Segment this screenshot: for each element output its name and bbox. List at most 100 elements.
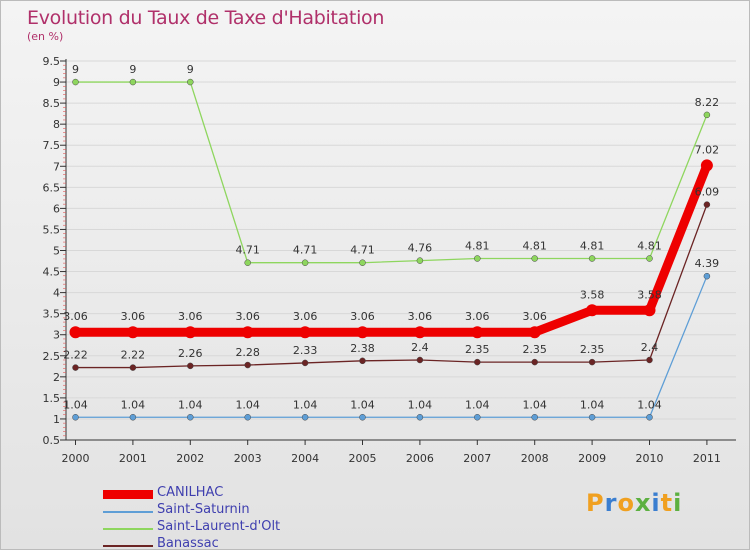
data-label: 3.06 xyxy=(408,310,433,323)
y-tick-label: 0.5 xyxy=(43,434,61,447)
y-tick-label: 9.5 xyxy=(43,55,61,68)
x-tick-label: 2002 xyxy=(176,452,204,465)
data-point xyxy=(126,326,139,339)
y-tick-label: 7.5 xyxy=(43,139,61,152)
data-label: 2.35 xyxy=(580,343,605,356)
y-tick-label: 2.5 xyxy=(43,350,61,363)
series-line-1 xyxy=(75,275,708,418)
y-tick-label: 3.5 xyxy=(43,308,61,321)
y-tick-label: 6.5 xyxy=(43,181,61,194)
logo-letter: r xyxy=(604,489,618,517)
data-label: 3.06 xyxy=(121,310,146,323)
data-label: 3.06 xyxy=(235,310,260,323)
y-tick-label: 8.5 xyxy=(43,97,61,110)
data-point xyxy=(129,414,137,421)
data-point xyxy=(244,361,251,369)
x-tick-label: 2001 xyxy=(119,452,147,465)
legend-label-banassac: Banassac xyxy=(157,536,219,551)
data-point xyxy=(244,414,251,421)
data-label: 3.06 xyxy=(63,310,88,323)
data-label: 4.76 xyxy=(408,242,433,255)
logo-letter: x xyxy=(634,489,652,517)
data-label: 4.71 xyxy=(350,244,375,257)
data-point xyxy=(184,326,197,339)
logo-letter: t xyxy=(660,489,674,517)
logo-letter: i xyxy=(673,489,683,517)
data-label: 8.22 xyxy=(695,96,720,109)
x-tick-label: 2009 xyxy=(578,452,606,465)
data-point xyxy=(643,304,656,317)
y-tick-label: 2 xyxy=(53,371,60,384)
data-point xyxy=(301,414,309,421)
data-label: 9 xyxy=(129,63,136,76)
data-label: 3.58 xyxy=(637,288,662,301)
data-point xyxy=(646,255,653,262)
y-tick-label: 4 xyxy=(53,287,60,300)
data-label: 3.06 xyxy=(178,310,203,323)
data-label: 1.04 xyxy=(580,398,605,411)
data-point xyxy=(129,364,137,371)
series-line-0 xyxy=(75,163,712,337)
y-tick-label: 6 xyxy=(53,202,60,215)
logo-letter: o xyxy=(617,489,635,517)
x-tick-label: 2005 xyxy=(349,452,377,465)
x-tick-label: 2003 xyxy=(234,452,262,465)
data-label: 1.04 xyxy=(293,398,318,411)
data-label: 1.04 xyxy=(522,398,547,411)
y-axis-unit-label: (en %) xyxy=(27,30,64,43)
data-label: 1.04 xyxy=(178,398,203,411)
y-tick-label: 7 xyxy=(53,160,60,173)
data-label: 2.33 xyxy=(293,344,318,357)
y-tick-label: 4.5 xyxy=(43,266,61,279)
legend-swatch-saint-laurent xyxy=(103,528,153,530)
data-label: 4.71 xyxy=(293,244,318,257)
data-point xyxy=(416,356,424,364)
data-label: 2.4 xyxy=(641,341,659,354)
data-point xyxy=(703,272,711,280)
x-tick-label: 2010 xyxy=(636,452,664,465)
data-point xyxy=(187,414,194,421)
data-point xyxy=(588,358,596,366)
data-label: 1.04 xyxy=(465,398,490,411)
data-label: 1.04 xyxy=(235,398,260,411)
data-label: 2.4 xyxy=(411,341,429,354)
x-tick-label: 2000 xyxy=(62,452,90,465)
data-point xyxy=(359,357,366,365)
data-label: 3.06 xyxy=(522,310,547,323)
data-point xyxy=(72,364,79,371)
data-point xyxy=(588,255,596,262)
data-label: 9 xyxy=(72,63,79,76)
data-point xyxy=(72,78,79,86)
data-label: 4.81 xyxy=(637,240,662,253)
data-label: 4.39 xyxy=(695,257,720,270)
data-point xyxy=(474,414,481,421)
data-label: 3.06 xyxy=(293,310,318,323)
x-tick-label: 2007 xyxy=(463,452,491,465)
series-line-3 xyxy=(75,204,708,369)
data-label: 6.09 xyxy=(695,186,720,199)
data-point xyxy=(646,356,653,364)
x-tick-label: 2008 xyxy=(521,452,549,465)
legend-label-saint-laurent: Saint-Laurent-d'Olt xyxy=(157,519,281,534)
data-point xyxy=(588,414,596,421)
data-label: 7.02 xyxy=(695,143,720,156)
data-point xyxy=(187,362,194,370)
y-tick-label: 5.5 xyxy=(43,223,61,236)
data-point xyxy=(531,414,538,421)
data-point xyxy=(703,111,711,119)
data-point xyxy=(187,78,194,86)
data-label: 2.38 xyxy=(350,342,375,355)
data-label: 1.04 xyxy=(408,398,433,411)
y-tick-label: 1 xyxy=(53,413,60,426)
data-point xyxy=(359,414,366,421)
data-point xyxy=(299,326,312,339)
data-point xyxy=(531,358,538,366)
data-point xyxy=(129,78,137,86)
data-point xyxy=(471,326,484,339)
y-tick-label: 9 xyxy=(53,76,60,89)
y-tick-label: 1.5 xyxy=(43,392,61,405)
data-point xyxy=(700,159,713,172)
data-label: 2.22 xyxy=(121,349,146,362)
legend-label-canilhac: CANILHAC xyxy=(157,485,224,500)
